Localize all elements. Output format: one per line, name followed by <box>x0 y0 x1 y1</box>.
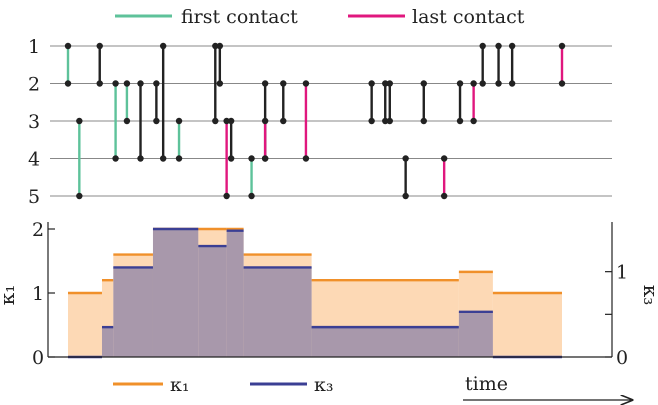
contact-dot-4-a <box>123 80 131 87</box>
contact-dot-20-a <box>386 80 393 87</box>
kappa1-step-9 <box>492 293 562 357</box>
contact-events <box>64 42 566 200</box>
time-label: time <box>465 373 508 395</box>
contact-dot-13-a <box>248 155 255 162</box>
contact-dot-26-a <box>479 42 486 50</box>
contact-dot-12-b <box>227 155 235 162</box>
left-axis-label: κ₁ <box>0 285 19 306</box>
legend-kappa3-label: κ₃ <box>314 374 334 396</box>
contact-dot-9-a <box>212 42 219 50</box>
contact-dot-10-b <box>216 80 224 87</box>
contact-dot-25-b <box>470 117 477 125</box>
contact-dot-7-b <box>159 155 167 162</box>
contact-dot-13-b <box>248 192 255 200</box>
left-tick-label-2: 2 <box>32 219 44 241</box>
contact-dot-27-b <box>495 80 502 87</box>
contact-dot-16-a <box>280 80 287 87</box>
contact-dot-25-a <box>470 80 477 87</box>
contact-dot-22-b <box>420 117 427 125</box>
contact-dot-28-a <box>508 42 516 50</box>
left-tick-label-0: 0 <box>32 347 44 369</box>
contact-dot-7-a <box>159 42 167 50</box>
kappa3-step-7 <box>311 327 459 357</box>
row-label-3: 3 <box>28 111 40 133</box>
contact-dot-23-a <box>440 155 448 162</box>
kappa1-step-1 <box>101 280 114 357</box>
contact-dot-23-b <box>440 192 448 200</box>
contact-dot-29-a <box>558 42 566 50</box>
contact-dot-16-b <box>280 117 287 125</box>
contact-dot-22-a <box>420 80 427 87</box>
contact-dot-12-a <box>227 117 235 125</box>
contact-dot-20-b <box>386 117 393 125</box>
contact-dot-1-a <box>76 117 83 125</box>
right-tick-label-0: 0 <box>616 347 628 369</box>
contact-dot-17-a <box>302 80 310 87</box>
kappa3-step-2 <box>113 267 153 357</box>
bottom-legend: κ₁ κ₃ <box>113 374 334 396</box>
contact-dot-0-a <box>64 42 72 50</box>
top-legend: first contact last contact <box>115 6 525 28</box>
contact-dot-3-a <box>112 80 119 87</box>
contact-dot-24-b <box>456 117 464 125</box>
contact-dot-5-b <box>137 155 144 162</box>
kappa3-step-3 <box>152 229 199 357</box>
contact-dot-27-a <box>495 42 502 50</box>
contact-dot-6-a <box>153 80 160 87</box>
contact-dot-3-b <box>112 155 119 162</box>
contact-dot-2-b <box>96 80 103 87</box>
kappa3-step-1 <box>101 327 114 357</box>
right-axis-label: κ₃ <box>639 285 658 306</box>
contact-dot-19-a <box>382 80 389 87</box>
contact-dot-19-b <box>382 117 389 125</box>
kappa3-step-4 <box>198 246 227 357</box>
legend-kappa1-label: κ₁ <box>170 374 190 396</box>
contact-dot-2-a <box>96 42 103 50</box>
contact-dot-14-a <box>261 80 269 87</box>
contact-dot-11-a <box>223 117 230 125</box>
timeline-row-labels: 1 2 3 4 5 <box>28 36 40 208</box>
contact-dot-15-a <box>261 117 269 125</box>
contact-dot-1-b <box>76 192 83 200</box>
kappa3-step-8 <box>458 311 493 357</box>
contact-dot-15-b <box>261 155 269 162</box>
row-label-4: 4 <box>28 149 40 171</box>
contact-dot-5-a <box>137 80 144 87</box>
left-tick-label-1: 1 <box>32 283 44 305</box>
contact-dot-4-b <box>123 117 131 125</box>
kappa1-step-0 <box>68 293 102 357</box>
contact-dot-17-b <box>302 155 310 162</box>
row-label-2: 2 <box>28 74 40 96</box>
legend-first-contact-label: first contact <box>181 6 298 28</box>
contact-dot-10-a <box>216 42 224 50</box>
contact-dot-29-b <box>558 80 566 87</box>
timeline-row-lines <box>50 45 612 197</box>
row-label-5: 5 <box>28 186 40 208</box>
contact-dot-9-b <box>212 117 219 125</box>
kappa3-step-5 <box>226 230 244 357</box>
legend-last-contact-label: last contact <box>412 6 525 28</box>
contact-dot-18-a <box>368 80 375 87</box>
kappa3-area <box>68 227 562 359</box>
contact-dot-11-b <box>223 192 230 200</box>
row-label-1: 1 <box>28 36 40 58</box>
right-tick-label-1: 1 <box>616 262 628 284</box>
kappa-axes: 0 1 2 0 1 <box>32 219 628 369</box>
contact-dot-21-b <box>402 192 409 200</box>
contact-dot-26-b <box>479 80 486 87</box>
contact-dot-6-b <box>153 117 160 125</box>
contact-dot-28-b <box>508 80 516 87</box>
contact-dot-0-b <box>64 80 72 87</box>
kappa3-step-6 <box>243 267 312 357</box>
contact-dot-18-b <box>368 117 375 125</box>
contact-dot-8-b <box>175 155 183 162</box>
contact-dot-24-a <box>456 80 464 87</box>
contact-dot-8-a <box>175 117 183 125</box>
contact-dot-21-a <box>402 155 409 162</box>
